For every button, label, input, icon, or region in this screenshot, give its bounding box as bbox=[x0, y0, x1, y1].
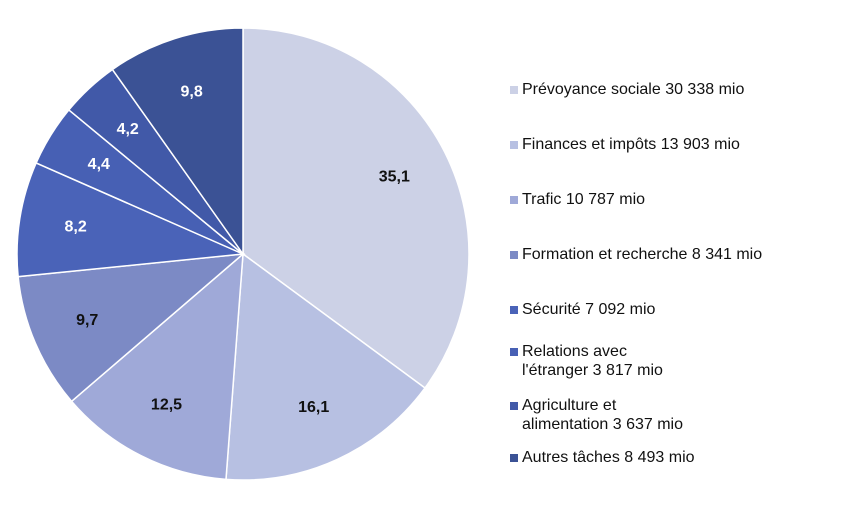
pie-slice-4 bbox=[17, 253, 246, 403]
legend-label: Trafic 10 787 mio bbox=[522, 191, 646, 208]
legend-label: Formation et recherche 8 341 mio bbox=[522, 246, 763, 263]
slice-value-label-1: 35,1 bbox=[379, 169, 410, 186]
pie-slice-1 bbox=[242, 27, 470, 390]
slice-value-label-6: 4,4 bbox=[88, 156, 110, 173]
legend-item: Sécurité 7 092 mio bbox=[510, 300, 655, 319]
slice-value-label-2: 16,1 bbox=[298, 399, 329, 416]
legend-item: Prévoyance sociale 30 338 mio bbox=[510, 80, 744, 99]
legend-item: Formation et recherche 8 341 mio bbox=[510, 245, 762, 264]
legend-swatch bbox=[510, 141, 518, 149]
slice-value-label-8: 9,8 bbox=[180, 84, 202, 101]
slice-value-label-5: 8,2 bbox=[64, 219, 86, 236]
legend-swatch bbox=[510, 348, 518, 356]
legend-item: Autres tâches 8 493 mio bbox=[510, 448, 695, 467]
legend-label: Prévoyance sociale 30 338 mio bbox=[522, 81, 745, 98]
legend-swatch bbox=[510, 251, 518, 259]
slice-value-label-4: 9,7 bbox=[76, 312, 98, 329]
slice-value-label-7: 4,2 bbox=[117, 121, 139, 138]
pie-chart: 35,1 16,1 12,5 9,7 8,2 4,4 4,2 9,8 bbox=[16, 27, 470, 481]
pie-slice-2 bbox=[225, 252, 427, 481]
legend-swatch bbox=[510, 306, 518, 314]
legend-item: Finances et impôts 13 903 mio bbox=[510, 135, 740, 154]
legend-label: Relations avec l'étranger 3 817 mio bbox=[522, 343, 663, 379]
pie-slice-8 bbox=[111, 27, 244, 257]
pie-slice-5 bbox=[16, 161, 246, 278]
legend-label: Autres tâches 8 493 mio bbox=[522, 449, 695, 466]
legend-label: Finances et impôts 13 903 mio bbox=[522, 136, 740, 153]
legend-item: Trafic 10 787 mio bbox=[510, 190, 645, 209]
legend-swatch bbox=[510, 196, 518, 204]
pie-slice-3 bbox=[70, 252, 244, 481]
legend-item: Agriculture et alimentation 3 637 mio bbox=[510, 396, 683, 434]
legend-label: Agriculture et alimentation 3 637 mio bbox=[522, 397, 683, 433]
legend-label: Sécurité 7 092 mio bbox=[522, 301, 656, 318]
legend-item: Relations avec l'étranger 3 817 mio bbox=[510, 342, 663, 380]
legend-swatch bbox=[510, 454, 518, 462]
legend-swatch bbox=[510, 402, 518, 410]
slice-value-label-3: 12,5 bbox=[151, 397, 182, 414]
legend-swatch bbox=[510, 86, 518, 94]
